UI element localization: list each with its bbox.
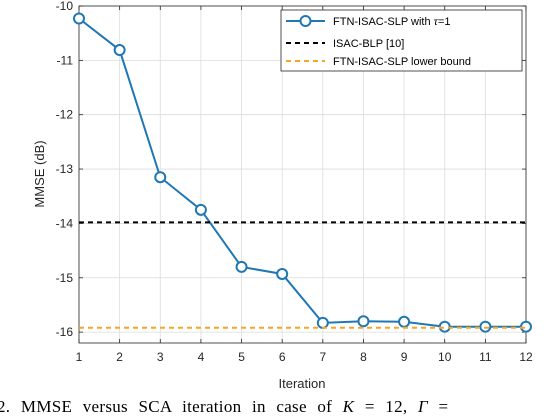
x-tick-label: 11 — [479, 350, 492, 364]
data-point — [479, 320, 492, 333]
caption-k-value: = 12, — [354, 397, 418, 416]
data-point — [520, 320, 532, 333]
plot-frame — [78, 5, 527, 344]
x-axis-title: Iteration — [279, 376, 326, 391]
figure-caption: 2. MMSE versus SCA iteration in case of … — [0, 397, 556, 417]
data-point — [113, 44, 126, 57]
x-tick-label: 8 — [360, 350, 367, 364]
y-tick-label: -10 — [56, 0, 74, 13]
y-tick-label: -13 — [56, 162, 74, 176]
data-point — [398, 315, 411, 328]
x-tick-label: 6 — [279, 350, 286, 364]
x-tick-label: 3 — [157, 350, 164, 364]
x-tick-label: 12 — [519, 350, 533, 364]
caption-lead: 2. MMSE versus SCA iteration in case of — [0, 397, 343, 416]
y-tick-label: -16 — [56, 325, 74, 339]
y-tick-label: -12 — [56, 108, 74, 122]
series-layer — [73, 12, 532, 333]
x-tick-label: 9 — [401, 350, 408, 364]
y-tick-label: -11 — [57, 53, 74, 67]
legend: FTN-ISAC-SLP with τ=1 ISAC-BLP [10] FTN-… — [280, 9, 523, 72]
y-axis-title: MMSE (dB) — [32, 140, 47, 207]
y-axis: -10 -11 -12 -13 -14 -15 -16 — [56, 0, 526, 339]
x-tick-label: 1 — [76, 350, 83, 364]
caption-gamma-symbol: Γ — [418, 397, 428, 416]
y-tick-label: -14 — [56, 216, 74, 230]
x-tick-label: 5 — [238, 350, 245, 364]
legend-label-slp: FTN-ISAC-SLP with τ=1 — [333, 14, 451, 28]
data-point — [357, 315, 370, 328]
legend-label-blp: ISAC-BLP [10] — [333, 38, 404, 50]
caption-k-symbol: K — [342, 397, 355, 416]
x-tick-label: 2 — [116, 350, 123, 364]
data-point — [316, 316, 329, 329]
legend-marker-slp — [299, 15, 312, 27]
data-point — [276, 267, 289, 280]
data-point — [154, 171, 167, 184]
x-axis: 1 2 3 4 5 6 7 8 9 10 11 12 — [76, 6, 533, 364]
x-tick-label: 7 — [319, 350, 326, 364]
legend-label-lower-bound: FTN-ISAC-SLP lower bound — [333, 56, 471, 68]
x-tick-label: 4 — [198, 350, 205, 364]
series-line-ftn-isac-slp — [78, 17, 526, 328]
data-point — [194, 203, 207, 216]
data-point — [73, 12, 85, 25]
x-tick-label: 10 — [438, 350, 452, 364]
y-tick-label: -15 — [56, 271, 74, 285]
data-point — [235, 260, 248, 273]
data-point — [438, 320, 451, 333]
caption-tail: = — [427, 397, 449, 416]
